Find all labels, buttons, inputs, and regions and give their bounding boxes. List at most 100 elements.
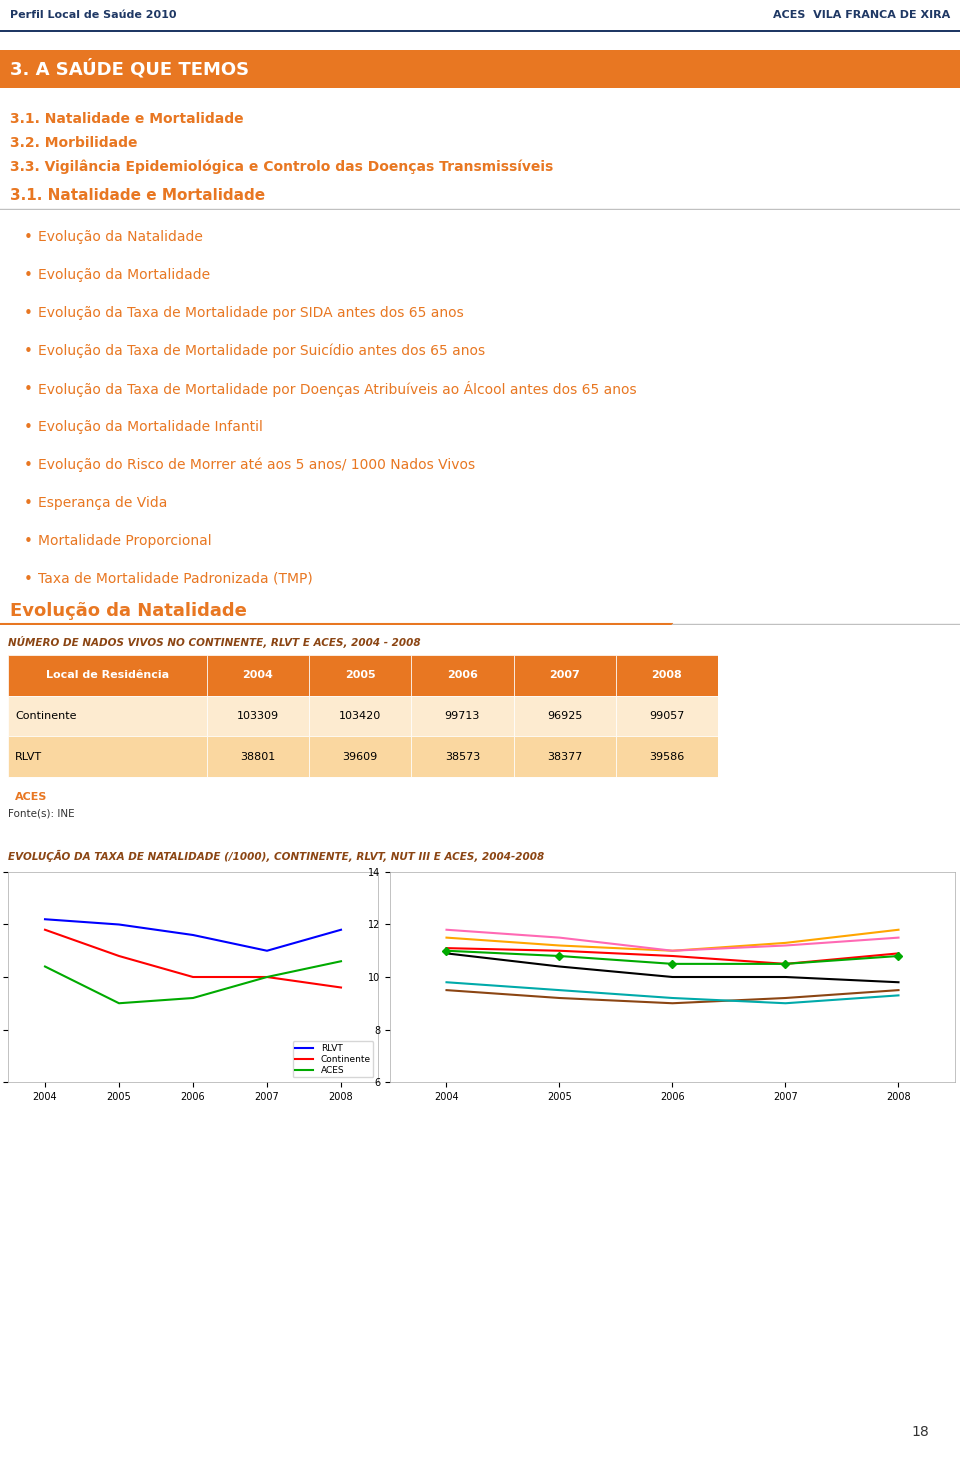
Text: •: • bbox=[24, 420, 33, 434]
Line: Oeste: Oeste bbox=[446, 930, 899, 951]
Continente bbox=[187, 969, 199, 986]
Text: RLVT: RLVT bbox=[15, 752, 42, 762]
Text: •: • bbox=[24, 306, 33, 321]
Line: Continente: Continente bbox=[45, 930, 341, 988]
FancyBboxPatch shape bbox=[309, 695, 411, 736]
Oeste bbox=[667, 943, 679, 960]
Continente bbox=[893, 973, 904, 991]
Line: Continente: Continente bbox=[446, 953, 899, 982]
FancyBboxPatch shape bbox=[411, 777, 514, 817]
RLVT bbox=[441, 940, 452, 957]
Line: RLVT: RLVT bbox=[446, 949, 899, 965]
Medio Tejo bbox=[441, 982, 452, 1000]
Line: P.Setúbal: P.Setúbal bbox=[446, 930, 899, 951]
Medio Tejo bbox=[667, 995, 679, 1013]
Continente bbox=[780, 969, 791, 986]
FancyBboxPatch shape bbox=[615, 695, 718, 736]
Text: 3.2. Morbilidade: 3.2. Morbilidade bbox=[10, 136, 137, 150]
RLVT bbox=[780, 956, 791, 973]
FancyBboxPatch shape bbox=[0, 50, 960, 87]
FancyBboxPatch shape bbox=[206, 656, 309, 695]
Text: Evolução da Mortalidade Infantil: Evolução da Mortalidade Infantil bbox=[38, 420, 263, 434]
L. Tejo bbox=[780, 995, 791, 1013]
Line: Grd Lisboa: Grd Lisboa bbox=[444, 949, 901, 966]
Text: Evolução do Risco de Morrer até aos 5 anos/ 1000 Nados Vivos: Evolução do Risco de Morrer até aos 5 an… bbox=[38, 457, 475, 472]
FancyBboxPatch shape bbox=[206, 736, 309, 777]
FancyBboxPatch shape bbox=[206, 777, 309, 817]
FancyBboxPatch shape bbox=[411, 736, 514, 777]
Text: •: • bbox=[24, 495, 33, 510]
Text: Mortalidade Proporcional: Mortalidade Proporcional bbox=[38, 535, 212, 548]
Text: 2007: 2007 bbox=[549, 670, 580, 680]
Continente bbox=[441, 944, 452, 962]
Line: Medio Tejo: Medio Tejo bbox=[446, 991, 899, 1004]
ACES bbox=[39, 957, 51, 975]
Grd Lisboa bbox=[893, 947, 904, 965]
Text: Evolução da Natalidade: Evolução da Natalidade bbox=[10, 603, 247, 621]
P.Setúbal bbox=[667, 943, 679, 960]
Text: Fonte(s): INE: Fonte(s): INE bbox=[8, 809, 75, 819]
Text: Evolução da Taxa de Mortalidade por SIDA antes dos 65 anos: Evolução da Taxa de Mortalidade por SIDA… bbox=[38, 306, 464, 321]
Text: 3.1. Natalidade e Mortalidade: 3.1. Natalidade e Mortalidade bbox=[10, 112, 243, 125]
Text: NÚMERO DE NADOS VIVOS NO CONTINENTE, RLVT E ACES, 2004 - 2008: NÚMERO DE NADOS VIVOS NO CONTINENTE, RLV… bbox=[8, 637, 420, 648]
Text: Evolução da Mortalidade: Evolução da Mortalidade bbox=[38, 268, 210, 283]
FancyBboxPatch shape bbox=[514, 695, 615, 736]
Text: 3.3. Vigilância Epidemiológica e Controlo das Doenças Transmissíveis: 3.3. Vigilância Epidemiológica e Control… bbox=[10, 160, 553, 175]
Line: L. Tejo: L. Tejo bbox=[446, 982, 899, 1004]
Text: Perfil Local de Saúde 2010: Perfil Local de Saúde 2010 bbox=[10, 10, 176, 20]
RLVT bbox=[113, 916, 125, 934]
Text: •: • bbox=[24, 382, 33, 396]
FancyBboxPatch shape bbox=[309, 777, 411, 817]
Text: ACES: ACES bbox=[15, 793, 47, 803]
Continente bbox=[667, 969, 679, 986]
FancyBboxPatch shape bbox=[8, 736, 206, 777]
Oeste bbox=[780, 934, 791, 951]
Text: EVOLUÇÃO DA TAXA DE NATALIDADE (/1000), CONTINENTE, RLVT, NUT III E ACES, 2004-2: EVOLUÇÃO DA TAXA DE NATALIDADE (/1000), … bbox=[8, 849, 544, 863]
L. Tejo bbox=[893, 986, 904, 1004]
Text: Taxa de Mortalidade Padronizada (TMP): Taxa de Mortalidade Padronizada (TMP) bbox=[38, 573, 313, 586]
RLVT bbox=[667, 947, 679, 965]
Medio Tejo bbox=[780, 989, 791, 1007]
ACES bbox=[113, 995, 125, 1013]
Text: •: • bbox=[24, 457, 33, 472]
FancyBboxPatch shape bbox=[615, 656, 718, 695]
Text: •: • bbox=[24, 344, 33, 358]
ACES bbox=[335, 953, 347, 970]
L. Tejo bbox=[441, 973, 452, 991]
Text: 96925: 96925 bbox=[547, 711, 583, 721]
Oeste bbox=[441, 930, 452, 947]
Text: •: • bbox=[24, 230, 33, 245]
FancyBboxPatch shape bbox=[514, 736, 615, 777]
P.Setúbal bbox=[441, 921, 452, 938]
Text: 3.1. Natalidade e Mortalidade: 3.1. Natalidade e Mortalidade bbox=[10, 188, 265, 203]
Medio Tejo bbox=[554, 989, 565, 1007]
Continente bbox=[261, 969, 273, 986]
Text: 38377: 38377 bbox=[547, 752, 583, 762]
RLVT bbox=[335, 921, 347, 938]
Grd Lisboa bbox=[667, 956, 679, 973]
Text: •: • bbox=[24, 571, 33, 587]
RLVT bbox=[893, 944, 904, 962]
FancyBboxPatch shape bbox=[8, 656, 206, 695]
RLVT bbox=[39, 911, 51, 928]
Text: 2008: 2008 bbox=[652, 670, 683, 680]
ACES bbox=[261, 969, 273, 986]
RLVT bbox=[554, 943, 565, 960]
Continente bbox=[113, 947, 125, 965]
Continente bbox=[39, 921, 51, 938]
RLVT bbox=[187, 927, 199, 944]
FancyBboxPatch shape bbox=[514, 777, 615, 817]
Text: •: • bbox=[24, 533, 33, 548]
Grd Lisboa bbox=[554, 947, 565, 965]
P.Setúbal bbox=[893, 930, 904, 947]
FancyBboxPatch shape bbox=[309, 736, 411, 777]
FancyBboxPatch shape bbox=[411, 695, 514, 736]
Text: 38801: 38801 bbox=[240, 752, 276, 762]
Oeste bbox=[893, 921, 904, 938]
FancyBboxPatch shape bbox=[615, 736, 718, 777]
Text: Evolução da Taxa de Mortalidade por Doenças Atribuíveis ao Álcool antes dos 65 a: Evolução da Taxa de Mortalidade por Doen… bbox=[38, 380, 637, 396]
Text: Evolução da Natalidade: Evolução da Natalidade bbox=[38, 230, 204, 243]
FancyBboxPatch shape bbox=[514, 656, 615, 695]
Text: 2005: 2005 bbox=[345, 670, 375, 680]
L. Tejo bbox=[554, 982, 565, 1000]
